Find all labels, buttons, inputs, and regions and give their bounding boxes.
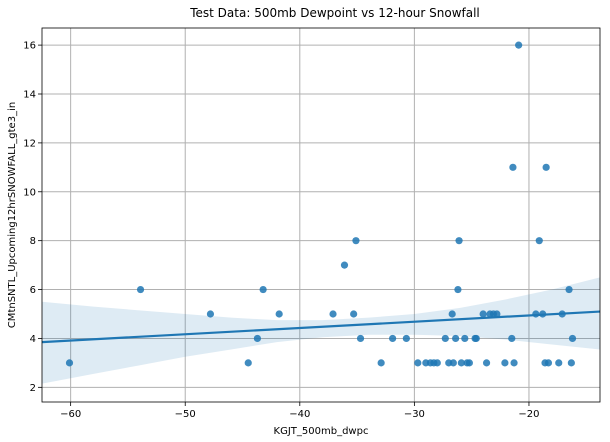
- data-point: [510, 359, 518, 367]
- data-point: [472, 334, 480, 343]
- data-point: [377, 359, 385, 367]
- data-point: [479, 310, 487, 318]
- x-tick-label: −40: [289, 409, 310, 420]
- data-point: [555, 359, 563, 367]
- data-point: [542, 163, 550, 171]
- y-tick-label: 8: [30, 236, 36, 247]
- data-point: [136, 285, 145, 294]
- data-point: [414, 359, 422, 367]
- y-tick-label: 4: [30, 334, 36, 345]
- y-axis-label: CMtnSNTL_Upcoming12hrSNOWFALL_gte3_in: [7, 102, 18, 328]
- data-point: [501, 359, 509, 367]
- y-tick-label: 10: [23, 187, 36, 198]
- x-axis-ticks: −60 −50 −40 −30 −20: [60, 402, 540, 420]
- chart-title: Test Data: 500mb Dewpoint vs 12-hour Sno…: [189, 6, 480, 20]
- data-point: [465, 359, 473, 367]
- x-tick-label: −20: [518, 409, 539, 420]
- data-point: [389, 334, 397, 343]
- data-point: [448, 310, 456, 318]
- plot-frame: [41, 27, 601, 403]
- data-point: [352, 237, 360, 245]
- data-point: [565, 285, 573, 294]
- data-point: [515, 41, 523, 49]
- data-point: [340, 261, 349, 269]
- data-point: [568, 334, 577, 343]
- confidence-band: [42, 277, 600, 384]
- data-points: [65, 41, 577, 367]
- data-point: [65, 359, 74, 367]
- x-tick-label: −50: [175, 409, 196, 420]
- data-point: [244, 359, 252, 367]
- data-point: [433, 359, 441, 367]
- data-point: [544, 359, 553, 367]
- data-point: [455, 237, 463, 245]
- data-point: [441, 334, 449, 343]
- data-point: [259, 285, 267, 294]
- data-point: [402, 334, 410, 343]
- data-point: [508, 334, 516, 343]
- data-point: [356, 334, 365, 343]
- y-tick-label: 6: [30, 285, 36, 296]
- y-tick-label: 14: [23, 90, 36, 101]
- y-tick-label: 2: [30, 383, 36, 394]
- data-point: [567, 359, 575, 367]
- plot-area: [42, 28, 600, 402]
- data-point: [482, 359, 491, 367]
- data-point: [452, 334, 460, 343]
- data-point: [253, 334, 262, 343]
- data-point: [461, 334, 469, 343]
- y-axis-ticks: 2 4 6 8 10 12 14 16: [23, 41, 42, 394]
- x-axis-label: KGJT_500mb_dwpc: [274, 426, 369, 437]
- regression-line: [41, 310, 601, 344]
- x-tick-label: −60: [60, 409, 81, 420]
- data-point: [206, 310, 215, 318]
- data-point: [350, 310, 358, 318]
- x-tick-label: −30: [404, 409, 425, 420]
- data-point: [449, 359, 457, 367]
- y-tick-label: 12: [23, 138, 36, 149]
- y-tick-label: 16: [23, 41, 36, 52]
- grid-lines: [42, 28, 600, 402]
- data-point: [493, 310, 501, 318]
- data-point: [535, 237, 543, 245]
- data-point: [275, 310, 283, 318]
- data-point: [457, 359, 465, 367]
- data-point: [329, 310, 337, 318]
- data-point: [454, 285, 462, 294]
- data-point: [509, 163, 517, 171]
